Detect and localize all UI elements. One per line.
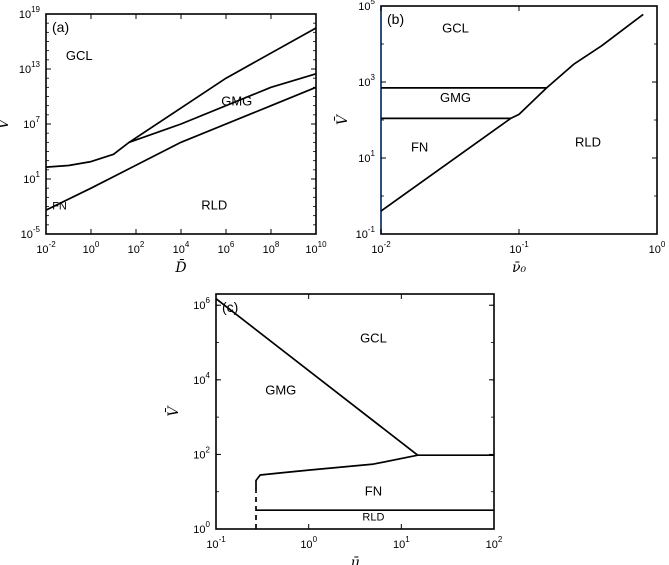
region-label-fn: FN [52,200,67,212]
y-tick-label: 101 [23,170,40,186]
panel-label: (b) [387,11,404,27]
y-tick-label: 103 [358,73,375,89]
x-tick-label: 100 [83,240,100,256]
y-tick-label: 105 [358,0,375,13]
x-tick-label: 1010 [305,240,327,256]
region-label-gmg: GMG [221,94,252,109]
x-tick-label: 108 [263,240,280,256]
boundary-curve [380,13,644,212]
boundary-curve [128,27,317,144]
x-axis-label: μ̄ [350,555,359,565]
y-tick-label: 104 [193,371,210,387]
x-tick-label: 104 [173,240,190,256]
region-label-fn: FN [411,139,428,154]
y-tick-label: 1019 [19,5,41,21]
x-axis-label: D̄ [174,258,186,276]
region-label-rld: RLD [201,197,227,212]
y-axis-label: V̄ [333,113,351,125]
panel-c: 10-1 100 101 102100102104106GCLGMGFNRLD(c)μ… [164,293,503,565]
x-tick-label: 106 [218,240,235,256]
region-label-gcl: GCL [442,21,469,36]
x-tick-label: 10-2 [36,240,56,256]
boundary-curve [255,454,418,492]
region-label-gmg: GMG [440,90,471,105]
region-label-rld: RLD [362,511,384,523]
boundary-curve [45,72,317,168]
y-tick-label: 107 [23,115,40,131]
region-label-gcl: GCL [360,331,387,346]
panel-label: (a) [52,19,69,35]
region-label-gmg: GMG [265,383,296,398]
y-tick-label: 106 [193,296,210,312]
y-tick-label: 10-5 [21,225,41,241]
y-axis-label: V̄ [0,117,12,129]
x-tick-label: 102 [486,535,503,551]
panel-a: 10-2 100 102 104 106 108 1010 10-5 101 107 1013 101… [0,5,327,276]
x-tick-label: 10-1 [206,535,226,551]
region-label-rld: RLD [575,135,601,150]
x-tick-label: 10-1 [509,240,529,256]
plot-frame [215,293,495,530]
boundary-curve [45,86,317,211]
x-tick-label: 100 [300,535,317,551]
plot-frame [380,5,658,235]
panel-label: (c) [222,299,238,315]
region-label-gcl: GCL [66,48,93,63]
x-tick-label: 101 [393,535,410,551]
x-tick-label: 100 [649,240,666,256]
x-tick-label: 102 [128,240,145,256]
y-tick-label: 100 [193,520,210,536]
y-axis-label: V̄ [164,405,182,417]
x-tick-label: 10-2 [371,240,391,256]
y-tick-label: 102 [193,445,210,461]
y-tick-label: 1013 [19,60,41,76]
y-tick-label: 10-1 [356,225,376,241]
x-axis-label: ν̄₀ [512,260,527,276]
region-label-fn: FN [365,483,382,498]
y-tick-label: 101 [358,149,375,165]
boundary-curve [215,298,494,457]
